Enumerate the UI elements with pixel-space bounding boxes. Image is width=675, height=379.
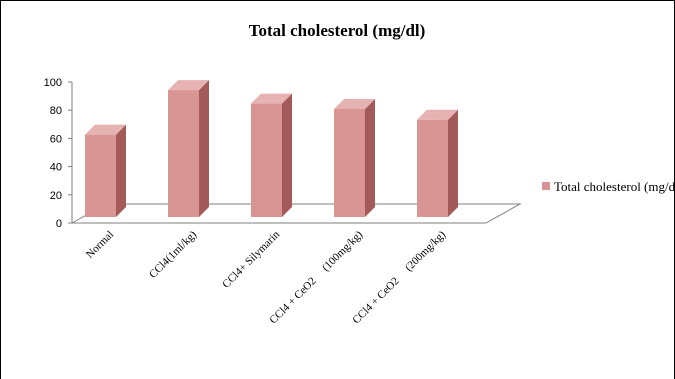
bar-side [199, 80, 209, 217]
bar-side [448, 109, 458, 217]
y-tick-label: 0 [56, 218, 62, 230]
bar-front [168, 90, 199, 217]
bar-top [251, 93, 292, 104]
y-tick-label: 20 [50, 190, 62, 202]
chart-title: Total cholesterol (mg/dl) [249, 21, 426, 40]
bar-front [417, 119, 448, 217]
bar-front [334, 109, 365, 217]
bar-front [85, 134, 116, 217]
bar-2 [251, 93, 292, 217]
bar-top [417, 109, 458, 120]
bar-side [365, 99, 375, 217]
bar-top [168, 80, 209, 91]
bars-group [85, 80, 458, 217]
bar-3 [334, 99, 375, 217]
bar-0 [85, 124, 126, 217]
bar-top [334, 99, 375, 109]
y-tick-label: 40 [50, 162, 62, 174]
y-tick-label: 80 [50, 105, 62, 117]
legend-label: Total cholesterol (mg/dl) [554, 179, 675, 194]
y-tick-label: 100 [44, 77, 62, 89]
bar-front [251, 103, 282, 217]
bar-side [116, 124, 126, 217]
category-label: Normal [84, 229, 116, 261]
y-tick-label: 60 [50, 133, 62, 145]
bar-top [85, 124, 126, 135]
bar-1 [168, 80, 209, 217]
category-label: CCl4(1ml/kg) [147, 228, 199, 280]
y-axis: 0 20 40 60 80 100 [44, 77, 73, 230]
category-label: CCl4 + CeO2 (100mg/kg) [267, 228, 365, 326]
bar-4 [417, 109, 458, 217]
bar-side [282, 93, 292, 217]
category-label: CCl4+ Silymarin [220, 228, 282, 290]
legend-swatch [542, 182, 550, 190]
category-label: CCl4 + CeO2 (200mg/kg) [350, 228, 448, 326]
